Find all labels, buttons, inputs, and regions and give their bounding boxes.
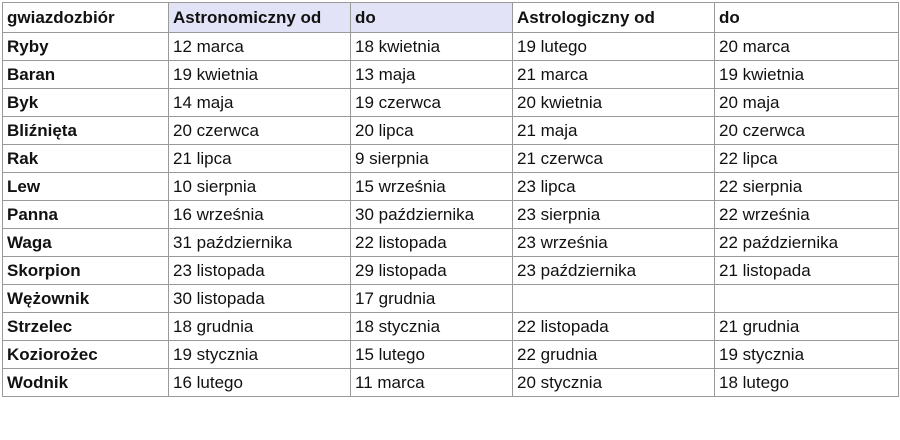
- date-cell: 22 lipca: [714, 144, 899, 173]
- date-cell: 15 lutego: [350, 340, 513, 369]
- constellation-name: Byk: [2, 88, 169, 117]
- constellation-name: Rak: [2, 144, 169, 173]
- date-cell: 21 lipca: [168, 144, 351, 173]
- date-cell: 16 września: [168, 200, 351, 229]
- constellation-name: Panna: [2, 200, 169, 229]
- date-cell: 29 listopada: [350, 256, 513, 285]
- date-cell: 20 kwietnia: [512, 88, 715, 117]
- constellation-name: Waga: [2, 228, 169, 257]
- table-row: Baran 19 kwietnia 13 maja 21 marca 19 kwietn…: [2, 60, 899, 89]
- header-cell: Astrologiczny od: [512, 2, 715, 33]
- date-cell: 20 stycznia: [512, 368, 715, 397]
- constellation-name: Wodnik: [2, 368, 169, 397]
- date-cell: 19 lutego: [512, 32, 715, 61]
- date-cell: 18 kwietnia: [350, 32, 513, 61]
- header-cell: gwiazdozbiór: [2, 2, 169, 33]
- date-cell: 10 sierpnia: [168, 172, 351, 201]
- date-cell: 19 stycznia: [714, 340, 899, 369]
- date-cell: 20 czerwca: [714, 116, 899, 145]
- constellation-name: Lew: [2, 172, 169, 201]
- header-cell: do: [350, 2, 513, 33]
- table-row: Wodnik 16 lutego 11 marca 20 stycznia 18 lut…: [2, 368, 899, 397]
- date-cell: 22 października: [714, 228, 899, 257]
- date-cell: 20 lipca: [350, 116, 513, 145]
- date-cell: 23 sierpnia: [512, 200, 715, 229]
- constellation-name: Strzelec: [2, 312, 169, 341]
- date-cell: 19 stycznia: [168, 340, 351, 369]
- table-row: Panna 16 września 30 października 23 sierpn…: [2, 200, 899, 229]
- date-cell: 15 września: [350, 172, 513, 201]
- date-cell: 20 czerwca: [168, 116, 351, 145]
- date-cell: 21 marca: [512, 60, 715, 89]
- date-cell: 18 stycznia: [350, 312, 513, 341]
- date-cell: 31 października: [168, 228, 351, 257]
- date-cell: 22 sierpnia: [714, 172, 899, 201]
- date-cell: 21 listopada: [714, 256, 899, 285]
- date-cell: 22 września: [714, 200, 899, 229]
- date-cell: 19 czerwca: [350, 88, 513, 117]
- date-cell: 23 września: [512, 228, 715, 257]
- table-row: Skorpion 23 listopada 29 listopada 23 paźdz…: [2, 256, 899, 285]
- date-cell: 22 grudnia: [512, 340, 715, 369]
- date-cell: 20 marca: [714, 32, 899, 61]
- table-body: Ryby 12 marca 18 kwietnia 19 lutego 20 marca…: [2, 32, 899, 397]
- constellation-name: Baran: [2, 60, 169, 89]
- header-cell: Astronomiczny od: [168, 2, 351, 33]
- zodiac-table: gwiazdozbiór Astronomiczny od do Astrologic…: [2, 2, 899, 397]
- header-row: gwiazdozbiór Astronomiczny od do Astrologic…: [2, 2, 899, 33]
- table-row: Byk 14 maja 19 czerwca 20 kwietnia 20 maja: [2, 88, 899, 117]
- date-cell: 20 maja: [714, 88, 899, 117]
- date-cell: 23 lipca: [512, 172, 715, 201]
- date-cell: 30 października: [350, 200, 513, 229]
- date-cell: 19 kwietnia: [168, 60, 351, 89]
- table-row: Strzelec 18 grudnia 18 stycznia 22 listopad…: [2, 312, 899, 341]
- date-cell: 22 listopada: [350, 228, 513, 257]
- date-cell: 16 lutego: [168, 368, 351, 397]
- table-row: Wężownik 30 listopada 17 grudnia: [2, 284, 899, 313]
- date-cell: [714, 284, 899, 313]
- constellation-name: Wężownik: [2, 284, 169, 313]
- date-cell: 21 grudnia: [714, 312, 899, 341]
- date-cell: 11 marca: [350, 368, 513, 397]
- table-row: Ryby 12 marca 18 kwietnia 19 lutego 20 marca: [2, 32, 899, 61]
- date-cell: 18 lutego: [714, 368, 899, 397]
- date-cell: 19 kwietnia: [714, 60, 899, 89]
- constellation-name: Bliźnięta: [2, 116, 169, 145]
- date-cell: 12 marca: [168, 32, 351, 61]
- table-row: Koziorożec 19 stycznia 15 lutego 22 grudnia…: [2, 340, 899, 369]
- date-cell: 30 listopada: [168, 284, 351, 313]
- date-cell: 23 października: [512, 256, 715, 285]
- date-cell: 23 listopada: [168, 256, 351, 285]
- table-row: Lew 10 sierpnia 15 września 23 lipca 22 sier…: [2, 172, 899, 201]
- table-row: Bliźnięta 20 czerwca 20 lipca 21 maja 20 cze…: [2, 116, 899, 145]
- date-cell: 9 sierpnia: [350, 144, 513, 173]
- date-cell: 13 maja: [350, 60, 513, 89]
- date-cell: 22 listopada: [512, 312, 715, 341]
- date-cell: 14 maja: [168, 88, 351, 117]
- date-cell: 21 czerwca: [512, 144, 715, 173]
- table-row: Rak 21 lipca 9 sierpnia 21 czerwca 22 lipca: [2, 144, 899, 173]
- table-row: Waga 31 października 22 listopada 23 wrześn…: [2, 228, 899, 257]
- constellation-name: Skorpion: [2, 256, 169, 285]
- date-cell: [512, 284, 715, 313]
- constellation-name: Ryby: [2, 32, 169, 61]
- date-cell: 18 grudnia: [168, 312, 351, 341]
- date-cell: 21 maja: [512, 116, 715, 145]
- date-cell: 17 grudnia: [350, 284, 513, 313]
- constellation-name: Koziorożec: [2, 340, 169, 369]
- header-cell: do: [714, 2, 899, 33]
